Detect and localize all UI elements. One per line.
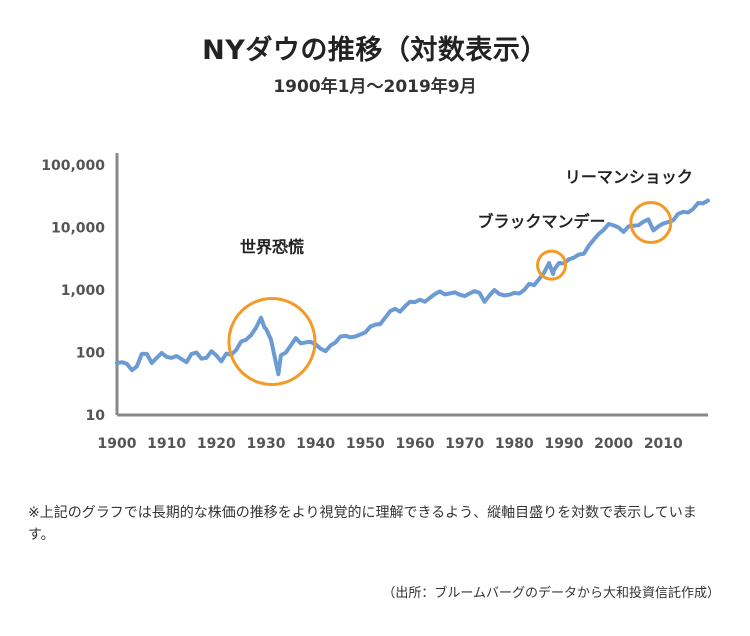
- x-tick-label: 1910: [147, 436, 186, 452]
- x-tick-label: 1950: [346, 436, 385, 452]
- footnote: ※上記のグラフでは長期的な株価の推移をより視覚的に理解できるよう、縦軸目盛りを対…: [28, 505, 697, 543]
- x-tick-label: 1960: [395, 436, 434, 452]
- source-credit: （出所：ブルームバーグのデータから大和投資信託作成）: [382, 586, 720, 601]
- x-tick-label: 1940: [296, 436, 335, 452]
- annotation-label: リーマンショック: [565, 168, 693, 187]
- annotation-circle: [227, 296, 317, 386]
- x-tick-label: 1970: [445, 436, 484, 452]
- chart-title: NYダウの推移（対数表示）: [202, 35, 548, 66]
- dow-log-chart: 10 100 1,000 10,000 100,000 1900 1910 1920 1930 1…: [41, 153, 710, 452]
- y-tick-label: 100,000: [41, 158, 105, 174]
- annotation-circle: [536, 249, 568, 281]
- annotation-circle: [629, 201, 673, 245]
- x-tick-label: 2000: [594, 436, 633, 452]
- dow-series-line: [115, 198, 710, 377]
- annotation-label: 世界恐慌: [240, 237, 304, 256]
- x-tick-label: 1920: [197, 436, 236, 452]
- y-tick-label: 1,000: [61, 283, 106, 299]
- annotation-label: ブラックマンデー: [478, 212, 606, 231]
- y-tick-label: 100: [76, 346, 105, 362]
- x-tick-label: 2010: [644, 436, 683, 452]
- y-tick-label: 10,000: [51, 221, 105, 237]
- x-tick-label: 1980: [495, 436, 534, 452]
- x-tick-label: 1930: [247, 436, 286, 452]
- y-tick-label: 10: [86, 408, 106, 424]
- x-tick-label: 1990: [544, 436, 583, 452]
- x-tick-label: 1900: [98, 436, 137, 452]
- chart-subtitle: 1900年1月～2019年9月: [273, 77, 477, 97]
